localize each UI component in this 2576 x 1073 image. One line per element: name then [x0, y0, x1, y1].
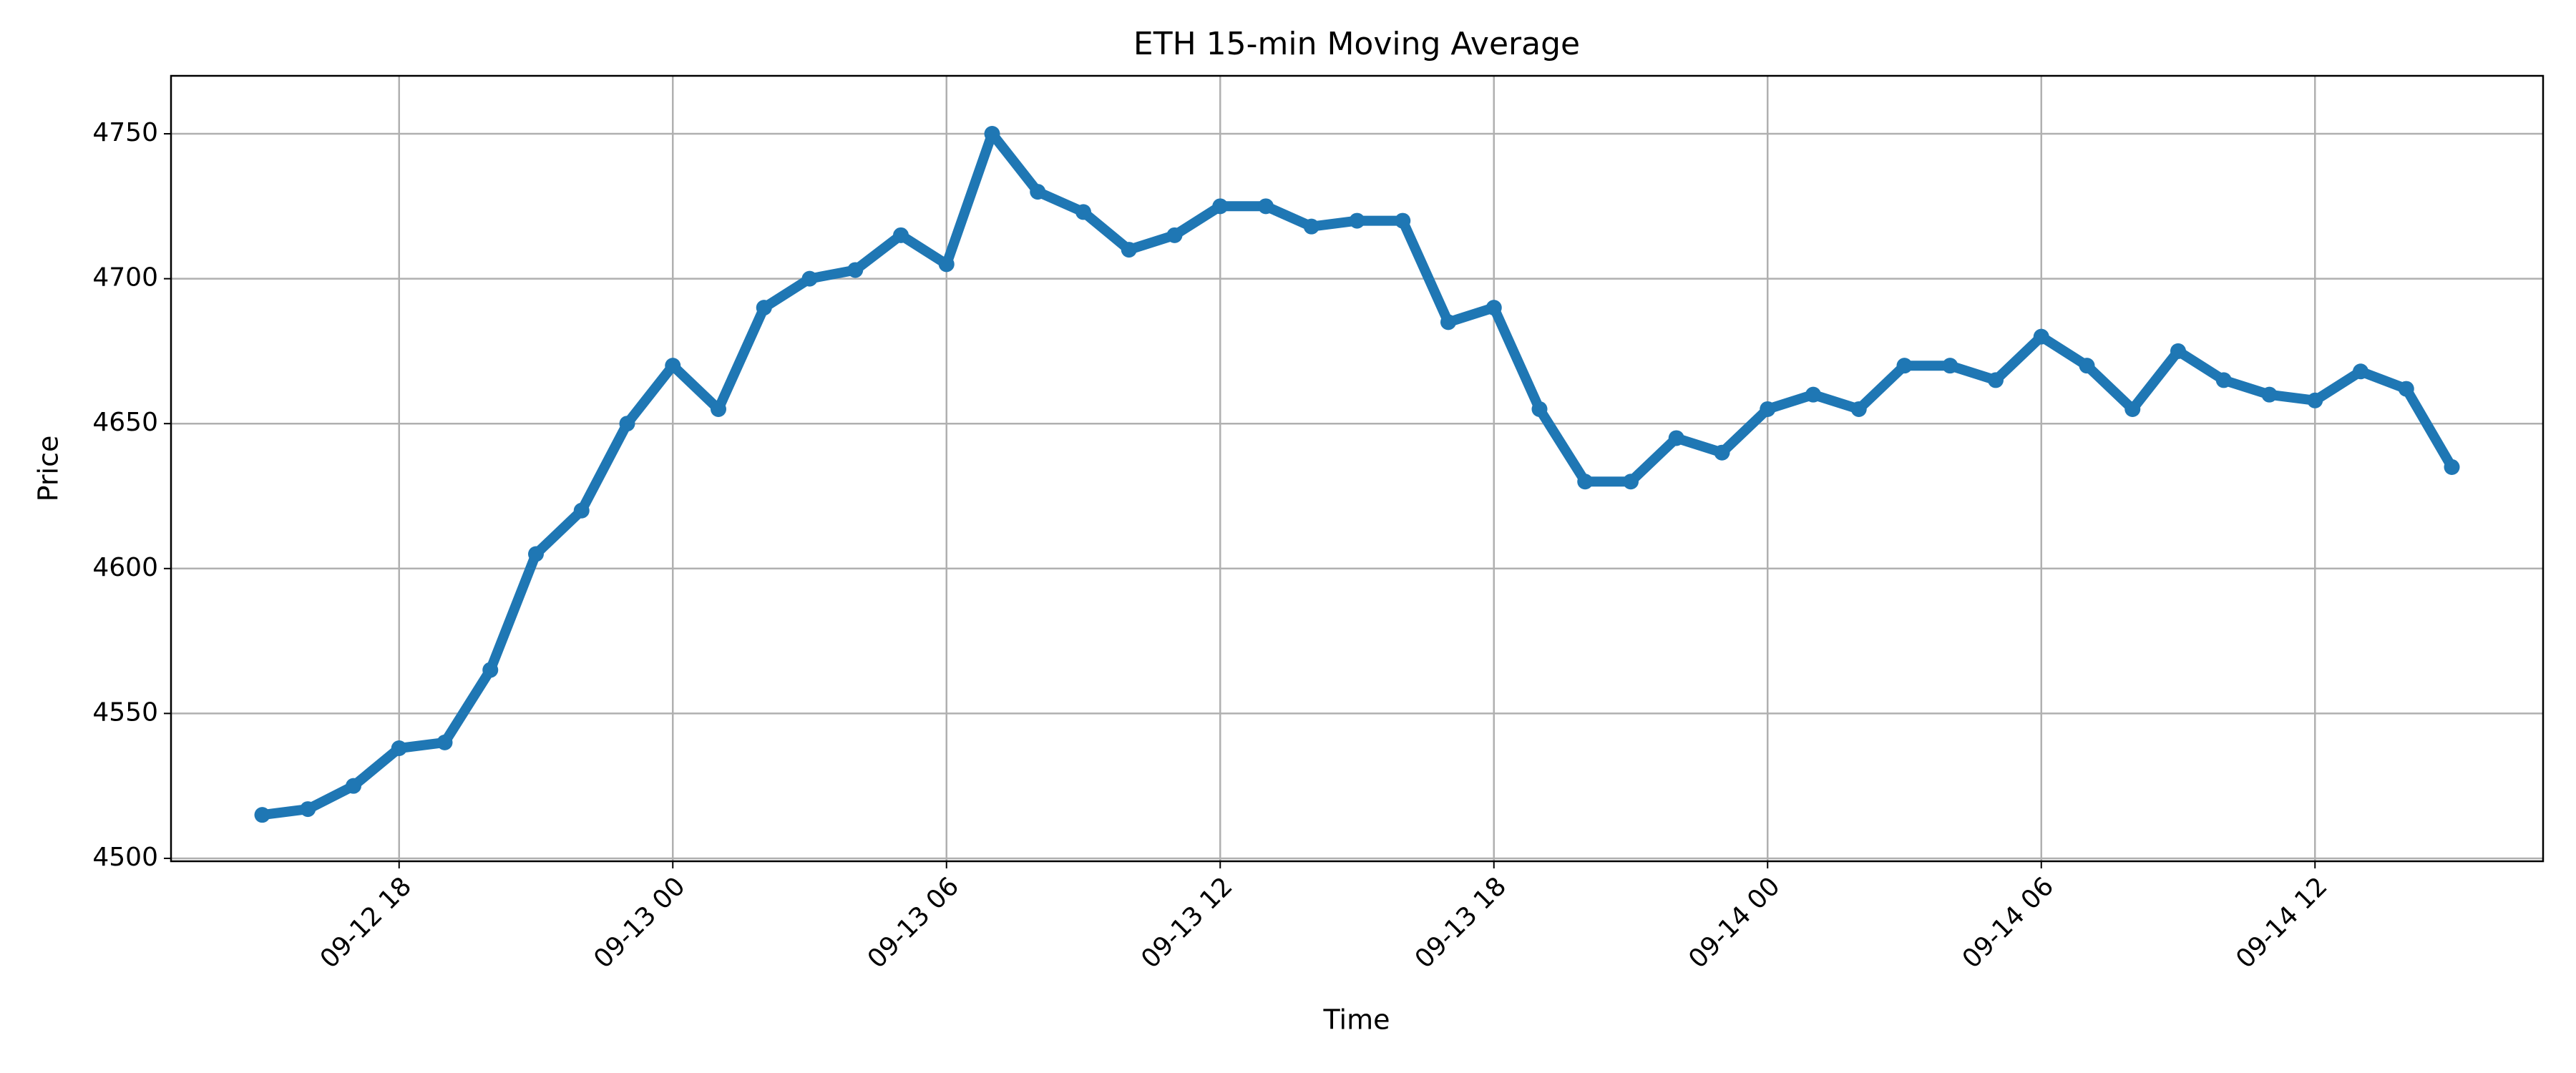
x-tick-label: 09-13 00 [588, 871, 691, 974]
data-point [1805, 386, 1821, 403]
data-point [1714, 444, 1730, 461]
data-point [1988, 372, 2004, 388]
data-point [528, 546, 544, 562]
y-axis-label: Price [33, 436, 64, 502]
data-point [1121, 242, 1137, 258]
data-point [2398, 381, 2414, 397]
data-point [2307, 392, 2323, 408]
data-point [1075, 204, 1091, 220]
data-point [1030, 184, 1046, 200]
data-point [346, 778, 361, 794]
data-point [2079, 358, 2095, 374]
chart-title: ETH 15-min Moving Average [1133, 26, 1580, 62]
y-tick-label: 4550 [92, 697, 158, 727]
data-point [1577, 474, 1594, 490]
x-axis-label: Time [1323, 1004, 1390, 1036]
x-tick-label: 09-14 06 [1957, 871, 2059, 974]
x-tick-label: 09-13 18 [1410, 871, 1512, 974]
y-tick-label: 4750 [92, 118, 158, 147]
data-point [1668, 430, 1684, 446]
data-point [1303, 218, 1319, 235]
data-point [2170, 343, 2186, 359]
data-point [2033, 328, 2049, 345]
data-point [1623, 474, 1639, 490]
x-tick-label: 09-14 12 [2230, 871, 2333, 974]
data-point [2261, 386, 2278, 403]
data-point [1349, 212, 1365, 229]
data-point [893, 227, 909, 243]
x-tick-label: 09-12 18 [315, 871, 417, 974]
data-point [711, 401, 726, 417]
y-tick-label: 4500 [92, 843, 158, 872]
data-point [847, 262, 864, 278]
data-point [2444, 459, 2460, 475]
data-point [938, 256, 955, 273]
x-tick-label: 09-13 12 [1136, 871, 1238, 974]
data-point [2215, 372, 2232, 388]
data-point [1485, 300, 1502, 316]
data-point [1212, 198, 1229, 215]
data-point [1166, 227, 1183, 243]
data-point [1760, 401, 1776, 417]
data-point [2124, 401, 2141, 417]
y-tick-label: 4650 [92, 408, 158, 437]
data-point [254, 807, 270, 823]
y-tick-label: 4700 [92, 263, 158, 293]
x-tick-label: 09-14 00 [1683, 871, 1785, 974]
data-point [665, 358, 681, 374]
data-point [573, 502, 590, 519]
x-tick-label: 09-13 06 [862, 871, 965, 974]
data-point [756, 300, 772, 316]
y-tick-label: 4600 [92, 553, 158, 582]
data-point [801, 270, 818, 287]
data-point [300, 801, 316, 818]
data-point [2353, 363, 2368, 380]
data-point [619, 416, 635, 432]
data-point [1440, 314, 1456, 330]
data-point [1395, 212, 1411, 229]
data-point [482, 662, 499, 678]
data-point [1850, 401, 1867, 417]
data-point [391, 740, 407, 756]
data-point [1531, 401, 1548, 417]
data-point [436, 734, 453, 750]
data-point [1942, 358, 1958, 374]
data-point [1258, 198, 1274, 215]
plot-frame [170, 74, 2545, 863]
data-point [1896, 358, 1913, 374]
data-point [984, 126, 1000, 142]
